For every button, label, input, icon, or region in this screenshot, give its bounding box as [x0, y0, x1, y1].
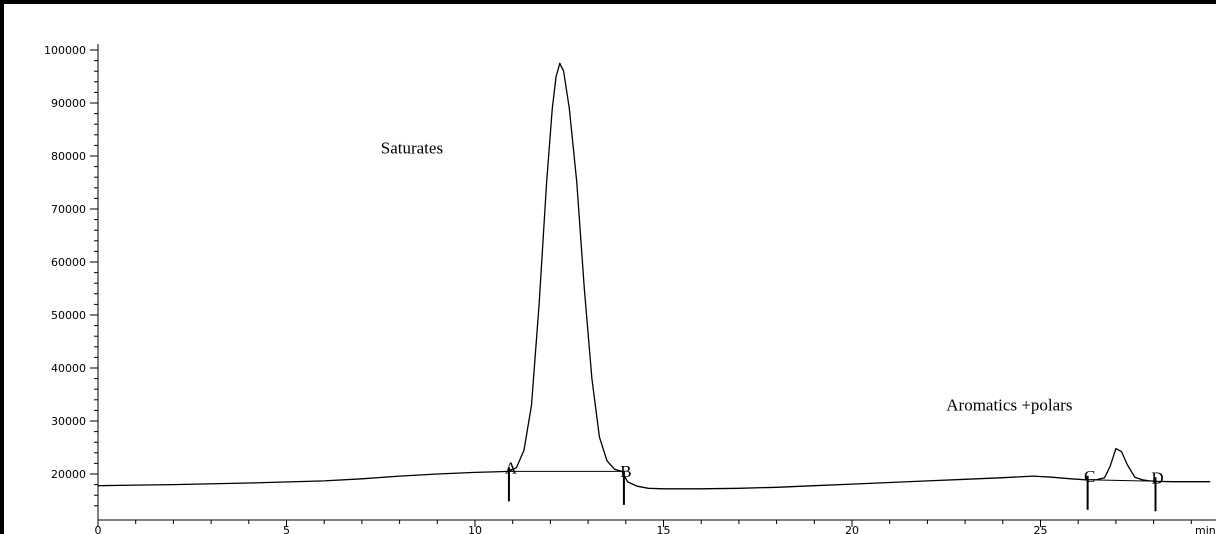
y-tick-label: 40000	[51, 362, 86, 375]
marker-label-A: A	[505, 458, 518, 477]
marker-label-D: D	[1151, 468, 1163, 487]
x-tick-label: 25	[1034, 524, 1048, 534]
annotation: Aromatics +polars	[946, 395, 1072, 414]
x-tick-label: 5	[283, 524, 290, 534]
y-tick-label: 90000	[51, 97, 86, 110]
y-tick-label: 60000	[51, 256, 86, 269]
annotation: Saturates	[381, 138, 443, 157]
y-tick-label: 80000	[51, 150, 86, 163]
y-tick-label: 100000	[44, 44, 86, 57]
x-tick-label: 20	[845, 524, 859, 534]
y-tick-label: 30000	[51, 415, 86, 428]
x-axis-label: min	[1195, 524, 1216, 534]
x-tick-label: 15	[657, 524, 671, 534]
integration-baseline	[1093, 479, 1154, 482]
x-tick-label: 10	[468, 524, 482, 534]
marker-label-C: C	[1084, 467, 1095, 486]
y-tick-label: 70000	[51, 203, 86, 216]
marker-label-B: B	[620, 462, 631, 481]
y-tick-label: 20000	[51, 468, 86, 481]
x-tick-label: 0	[95, 524, 102, 534]
signal-trace	[97, 62, 1211, 490]
y-tick-label: 50000	[51, 309, 86, 322]
